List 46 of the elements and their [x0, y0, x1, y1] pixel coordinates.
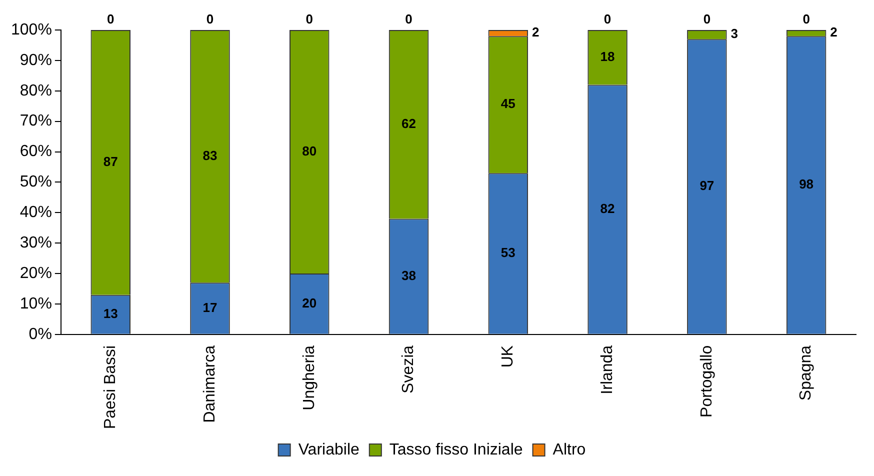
data-label: 45 [500, 96, 516, 112]
data-label: 0 [106, 12, 114, 27]
data-label: 62 [402, 116, 416, 131]
x-tick-label: UK [500, 345, 517, 368]
data-label: 53 [500, 245, 516, 260]
data-label: 0 [604, 12, 612, 27]
y-tick-label: 100% [11, 21, 52, 38]
data-label: 87 [103, 154, 118, 169]
data-label: 2 [830, 24, 838, 40]
x-tick-label: Paesi Bassi [102, 345, 120, 429]
y-tick-label: 50% [20, 174, 52, 191]
y-tick-label: 20% [20, 264, 52, 282]
x-tick-label: Portogallo [698, 345, 716, 418]
x-tick-label: Irlanda [598, 345, 616, 394]
data-label: 13 [103, 306, 118, 321]
data-label: 83 [202, 148, 218, 163]
data-label: 18 [600, 48, 615, 64]
data-label: 0 [802, 12, 810, 27]
y-tick-label: 30% [20, 234, 52, 252]
data-label: 38 [402, 268, 416, 283]
data-label: 0 [405, 12, 412, 27]
data-label: 0 [703, 12, 711, 27]
y-tick-label: 40% [20, 204, 52, 222]
data-label: 20 [302, 295, 317, 310]
x-tick-label: Svezia [400, 345, 418, 394]
legend-label: Tasso fisso Iniziale [389, 441, 523, 458]
y-tick-label: 10% [20, 295, 52, 312]
data-label: 0 [206, 12, 214, 27]
data-label: 82 [600, 200, 615, 216]
data-label: 3 [730, 26, 738, 42]
data-label: 2 [532, 24, 540, 40]
data-label: 17 [202, 300, 218, 315]
x-tick-label: Ungheria [300, 345, 318, 410]
data-label: 0 [306, 12, 313, 27]
data-label: 98 [799, 176, 814, 192]
y-tick-label: 60% [20, 143, 52, 160]
legend-label: Altro [552, 441, 586, 458]
y-tick-label: 0% [28, 326, 52, 343]
y-tick-label: 80% [20, 82, 52, 100]
x-tick-label: Danimarca [201, 345, 218, 423]
data-label: 80 [302, 143, 317, 158]
x-tick-label: Spagna [798, 345, 815, 401]
legend-label: Variabile [298, 441, 360, 458]
y-tick-label: 90% [20, 52, 52, 69]
y-tick-label: 70% [20, 112, 52, 130]
data-label: 97 [700, 178, 714, 194]
